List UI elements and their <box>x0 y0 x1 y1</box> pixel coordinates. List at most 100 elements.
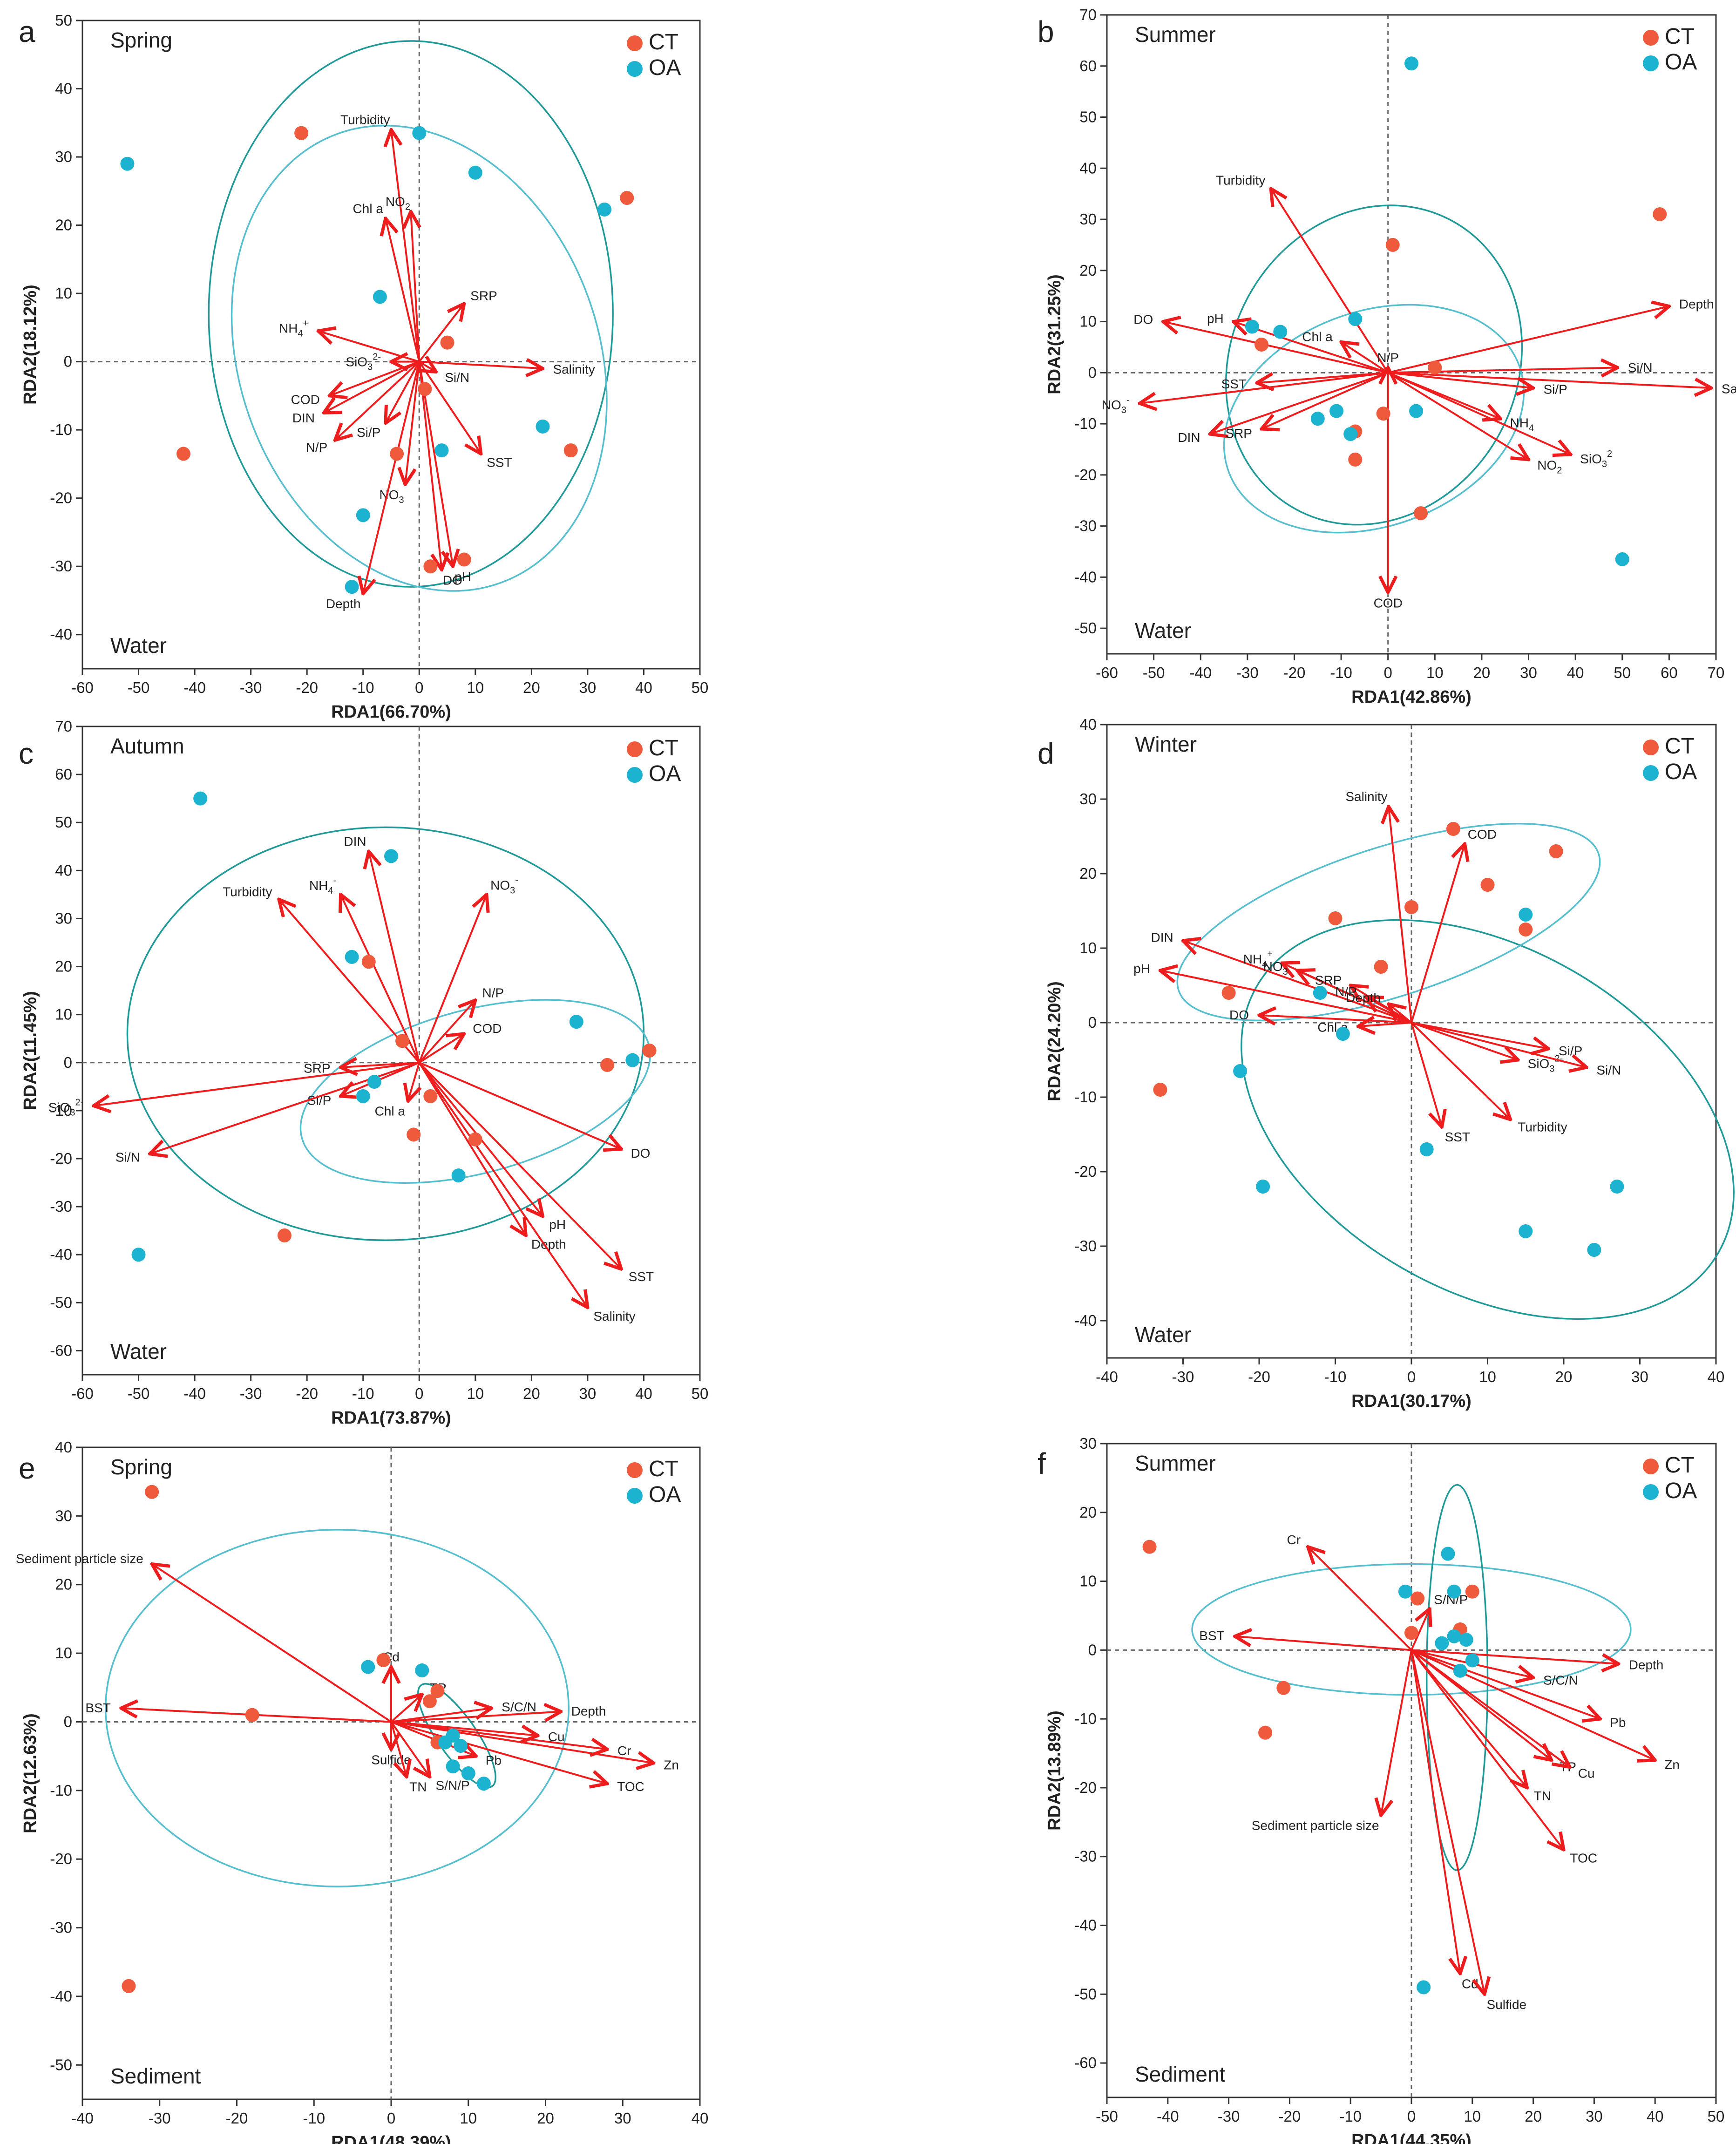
x-tick-label: -30 <box>1218 2108 1240 2125</box>
env-arrow-label: Cr <box>617 1744 631 1758</box>
ct-sample-point <box>423 1089 438 1103</box>
x-tick-label: 70 <box>1708 664 1725 681</box>
x-tick-label: -20 <box>296 679 318 696</box>
ct-sample-point <box>245 1708 259 1722</box>
panel-letter: e <box>19 1452 35 1485</box>
env-arrow-label: Salinity <box>553 362 595 376</box>
ct-sample-point <box>1153 1083 1167 1097</box>
x-tick-label: -40 <box>1096 1368 1118 1385</box>
env-arrow-label: Pb <box>486 1753 502 1767</box>
env-arrow-label: S/N/P <box>436 1778 470 1792</box>
y-tick-label: 40 <box>1079 716 1097 733</box>
ct-sample-point <box>600 1058 615 1072</box>
env-arrow <box>1410 1022 1442 1127</box>
ct-sample-point <box>620 190 634 205</box>
x-tick-label: -60 <box>71 1385 94 1402</box>
x-tick-label: 50 <box>692 1385 709 1402</box>
y-axis-label: RDA2(18.12%) <box>20 285 40 405</box>
ct-sample-point <box>440 335 454 350</box>
ct-sample-point <box>1465 1584 1479 1599</box>
y-tick-label: -40 <box>50 1246 72 1263</box>
x-tick-label: 20 <box>1473 664 1491 681</box>
y-tick-label: -20 <box>1074 1779 1097 1796</box>
y-tick-label: 40 <box>55 1438 72 1456</box>
env-arrow-label: NH4 <box>1510 415 1534 433</box>
env-arrow-label: DIN <box>292 411 315 425</box>
y-tick-label: 0 <box>64 353 72 370</box>
env-arrow <box>418 1000 475 1064</box>
legend-oa-marker <box>627 767 643 783</box>
env-arrow <box>386 218 420 362</box>
legend-ct-marker <box>1643 740 1659 755</box>
y-tick-label: -60 <box>50 1342 72 1359</box>
oa-sample-point <box>1310 412 1325 426</box>
x-tick-label: 30 <box>1631 1368 1648 1385</box>
x-tick-label: 50 <box>1614 664 1631 681</box>
oa-sample-point <box>1398 1584 1412 1599</box>
y-tick-label: -30 <box>50 1198 72 1215</box>
env-arrow <box>1358 1023 1412 1026</box>
env-arrow <box>1388 372 1711 388</box>
env-arrow-label: Depth <box>1629 1657 1664 1672</box>
x-tick-label: 40 <box>635 679 652 696</box>
ct-sample-point <box>176 447 190 461</box>
env-arrow <box>329 360 420 396</box>
oa-sample-point <box>1441 1547 1455 1561</box>
plot-frame <box>1106 14 1717 655</box>
oa-sample-point <box>1519 908 1533 922</box>
legend-ct-label: CT <box>649 30 678 54</box>
env-arrow <box>152 1564 392 1723</box>
oa-sample-point <box>373 290 387 304</box>
env-arrow-label: S/C/N <box>502 1700 536 1714</box>
env-arrow-label: Si/P <box>357 425 380 440</box>
env-arrow <box>1381 1650 1412 1815</box>
y-tick-label: -60 <box>1074 2054 1097 2071</box>
env-arrow-label: COD <box>1468 827 1497 841</box>
env-arrow <box>1259 1015 1412 1023</box>
env-arrow-label: DIN <box>1151 930 1173 945</box>
oa-sample-point <box>625 1053 640 1067</box>
ct-sample-point <box>1428 360 1442 375</box>
legend-ct-label: CT <box>649 736 678 760</box>
env-arrow-label: SST <box>1445 1130 1470 1144</box>
y-tick-label: -50 <box>1074 1985 1097 2002</box>
x-tick-label: 40 <box>692 2110 709 2127</box>
env-arrow <box>1411 1649 1619 1664</box>
oa-sample-point <box>536 419 550 434</box>
env-arrow-label: COD <box>291 393 320 407</box>
oa-sample-point <box>384 849 398 863</box>
env-arrow <box>391 129 420 362</box>
y-tick-label: 20 <box>55 217 72 234</box>
oa-sample-point <box>412 126 427 140</box>
x-tick-label: -10 <box>352 679 374 696</box>
x-tick-label: 10 <box>1479 1368 1496 1385</box>
env-arrow-label: N/P <box>306 440 328 455</box>
y-tick-label: 10 <box>1079 939 1097 957</box>
panel-b: b -60 -50 -40 -30 -20 -10 0 10 20 30 40 50 60 70 -50 -40… <box>1038 6 1736 707</box>
oa-sample-point <box>1336 1027 1350 1041</box>
legend-ct-label: CT <box>1665 24 1695 49</box>
ct-sample-point <box>294 126 309 140</box>
legend-ct-marker <box>627 35 643 51</box>
ct-sample-point <box>1653 207 1667 222</box>
y-axis-label: RDA2(13.89%) <box>1045 1710 1065 1831</box>
x-tick-label: -10 <box>1324 1368 1347 1385</box>
oa-sample-point <box>1453 1663 1467 1678</box>
env-arrow <box>1411 1649 1600 1719</box>
sample-type-label: Water <box>1135 618 1191 643</box>
oa-sample-point <box>1313 986 1327 1000</box>
env-arrow <box>419 1034 464 1064</box>
oa-sample-point <box>451 1168 466 1183</box>
env-arrow-label: Sediment particle size <box>16 1551 143 1566</box>
ct-sample-point <box>390 447 404 461</box>
x-tick-label: -20 <box>296 1385 318 1402</box>
x-tick-label: 0 <box>415 1385 423 1402</box>
ct-sample-point <box>1480 878 1495 892</box>
confidence-ellipse-oa <box>1223 304 1525 534</box>
env-arrow-label: Si/P <box>307 1093 331 1108</box>
legend-oa-marker <box>627 61 643 77</box>
oa-sample-point <box>1348 312 1363 326</box>
x-tick-label: 0 <box>1407 2108 1416 2125</box>
x-tick-label: -50 <box>128 1385 150 1402</box>
